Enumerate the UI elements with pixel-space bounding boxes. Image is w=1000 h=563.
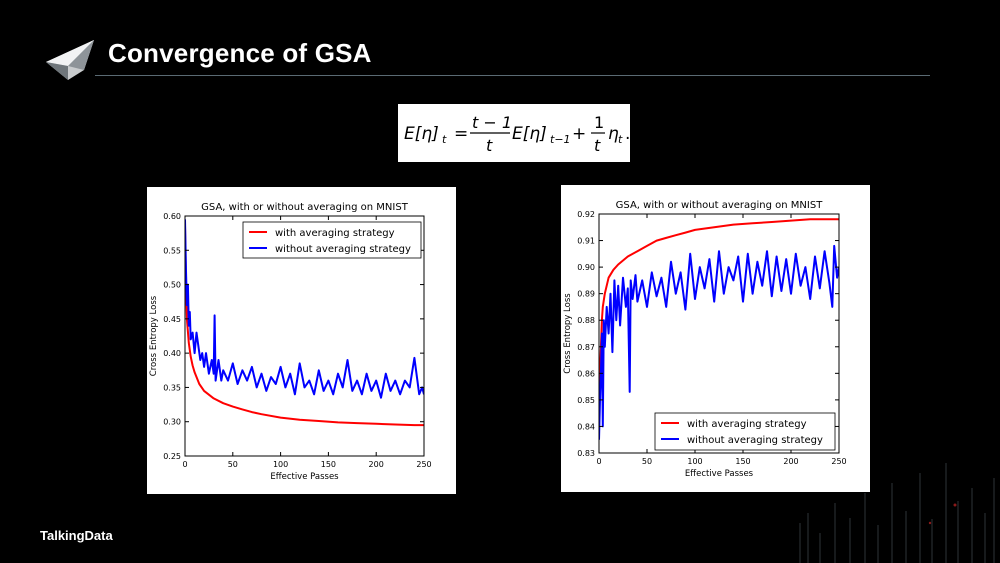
formula-frac1-den: t bbox=[486, 136, 493, 155]
x-tick-label: 100 bbox=[687, 457, 702, 466]
x-tick-label: 50 bbox=[228, 460, 238, 469]
chart-panel-accuracy: GSA, with or without averaging on MNIST 0… bbox=[561, 185, 870, 492]
x-tick-label: 0 bbox=[182, 460, 187, 469]
svg-text:=: = bbox=[454, 124, 468, 144]
legend-label: without averaging strategy bbox=[687, 435, 823, 446]
x-tick-label: 150 bbox=[321, 460, 336, 469]
y-tick-label: 0.84 bbox=[577, 422, 595, 431]
chart-title: GSA, with or without averaging on MNIST bbox=[616, 200, 824, 211]
y-axis-label: Cross Entropy Loss bbox=[563, 293, 573, 374]
y-tick-label: 0.40 bbox=[163, 349, 181, 358]
formula-tail-sub: t bbox=[618, 133, 623, 146]
y-tick-label: 0.60 bbox=[163, 212, 181, 221]
formula-frac1-num: t − 1 bbox=[472, 113, 512, 132]
y-tick-label: 0.89 bbox=[577, 290, 595, 299]
formula-tail: η bbox=[608, 124, 619, 144]
formula-frac2-den: t bbox=[594, 136, 601, 155]
x-tick-label: 250 bbox=[831, 457, 846, 466]
formula-lhs-sub: t bbox=[442, 133, 447, 146]
x-tick-label: 150 bbox=[735, 457, 750, 466]
x-tick-label: 250 bbox=[416, 460, 431, 469]
accuracy-chart: GSA, with or without averaging on MNIST 0… bbox=[563, 200, 847, 479]
x-axis-label: Effective Passes bbox=[270, 472, 339, 482]
y-tick-label: 0.83 bbox=[577, 449, 595, 458]
legend-box bbox=[654, 412, 836, 451]
x-tick-label: 100 bbox=[273, 460, 288, 469]
y-tick-label: 0.87 bbox=[577, 343, 595, 352]
y-tick-label: 0.45 bbox=[163, 315, 181, 324]
x-tick-label: 0 bbox=[596, 457, 601, 466]
decorative-skyline bbox=[799, 463, 995, 563]
formula-mid-sub: t−1 bbox=[550, 133, 571, 146]
talkingdata-logo-icon bbox=[46, 40, 94, 80]
slide-title: Convergence of GSA bbox=[108, 38, 372, 68]
svg-text:.: . bbox=[625, 124, 630, 144]
series-line-with-averaging bbox=[185, 226, 424, 427]
y-tick-label: 0.92 bbox=[577, 210, 595, 219]
plot-frame bbox=[598, 213, 840, 454]
x-tick-label: 200 bbox=[369, 460, 384, 469]
y-tick-label: 0.25 bbox=[163, 452, 181, 461]
series-line-with-averaging bbox=[599, 218, 839, 427]
y-tick-label: 0.91 bbox=[577, 237, 595, 246]
y-tick-label: 0.86 bbox=[577, 369, 595, 378]
x-tick-label: 50 bbox=[642, 457, 652, 466]
plot-frame bbox=[184, 215, 425, 457]
legend-label: with averaging strategy bbox=[275, 228, 395, 239]
legend-box bbox=[242, 221, 422, 259]
series-line-without-averaging bbox=[599, 244, 839, 440]
update-formula: E[η] t = t − 1 t E[η] t−1 + 1 t η t . bbox=[398, 104, 630, 162]
y-tick-label: 0.50 bbox=[163, 281, 181, 290]
legend-label: without averaging strategy bbox=[275, 244, 411, 255]
formula-frac2-num: 1 bbox=[594, 113, 604, 132]
y-tick-label: 0.88 bbox=[577, 316, 595, 325]
x-tick-label: 200 bbox=[783, 457, 798, 466]
series-line-without-averaging bbox=[185, 219, 424, 399]
y-tick-label: 0.35 bbox=[163, 383, 181, 392]
legend-label: with averaging strategy bbox=[687, 419, 807, 430]
y-tick-label: 0.30 bbox=[163, 418, 181, 427]
title-divider bbox=[95, 75, 930, 76]
chart-panel-loss: GSA, with or without averaging on MNIST 0… bbox=[147, 187, 456, 494]
svg-text:+: + bbox=[572, 124, 586, 144]
y-axis-label: Cross Entropy Loss bbox=[149, 295, 159, 376]
formula-mid: E[η] bbox=[512, 124, 547, 144]
x-axis-label: Effective Passes bbox=[685, 469, 754, 479]
y-tick-label: 0.90 bbox=[577, 263, 595, 272]
loss-chart: GSA, with or without averaging on MNIST 0… bbox=[149, 202, 432, 482]
formula-lhs: E[η] bbox=[404, 124, 439, 144]
brand-name: TalkingData bbox=[40, 528, 113, 543]
y-tick-label: 0.85 bbox=[577, 396, 595, 405]
chart-title: GSA, with or without averaging on MNIST bbox=[201, 202, 409, 213]
y-tick-label: 0.55 bbox=[163, 246, 181, 255]
